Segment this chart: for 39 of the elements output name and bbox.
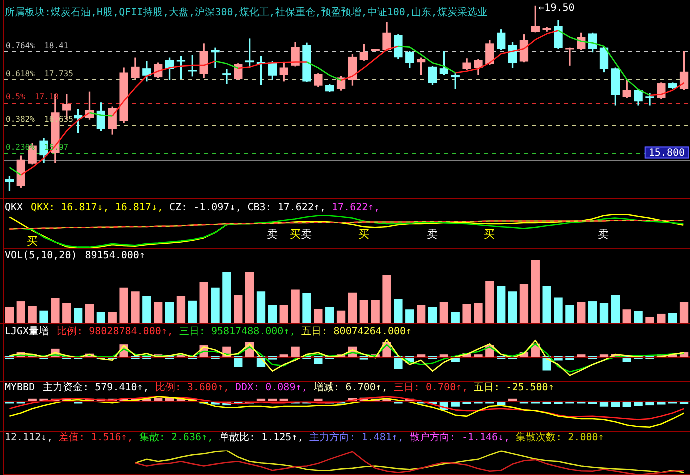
- ref-line-label: 15.800: [648, 148, 685, 159]
- text: DDX: 0.089↑,: [236, 382, 308, 394]
- text: 差值: 1.516↑,: [59, 432, 134, 444]
- ref-line-label: 0.764% 18.41: [6, 42, 69, 51]
- annotation: 买: [290, 228, 301, 241]
- chart-title: LJGX量增: [5, 326, 50, 338]
- annotation: 卖: [426, 228, 438, 241]
- text: 散户方向: -1.146↓,: [410, 432, 510, 444]
- text: QKX: 16.817↓,: [31, 202, 110, 214]
- text: 增减: 6.700↑,: [312, 382, 388, 394]
- annotation: 买: [358, 228, 370, 241]
- text: 17.622↑,: [332, 202, 380, 214]
- annotation: 买: [27, 234, 38, 248]
- annotation: 89154.000↑: [85, 250, 146, 262]
- text: 五日: 80074264.000↑: [302, 326, 412, 338]
- text: 单散比: 1.125↑,: [220, 432, 304, 444]
- chart-title: QKX: [5, 202, 24, 214]
- text: 12.112↓,: [5, 432, 54, 444]
- text: CB3: 17.622↑,: [248, 202, 326, 214]
- chart-title: MYBBD: [5, 382, 36, 394]
- text: 主力资金: 579.410↑,: [43, 382, 150, 394]
- text: 16.817↓,: [115, 202, 164, 214]
- text: 比例: 3.600↑,: [155, 382, 230, 394]
- ref-line-label: 0.618% 17.735: [6, 70, 74, 79]
- annotation: 卖: [301, 228, 312, 241]
- annotation: ←19.50: [538, 2, 575, 14]
- annotation: 卖: [598, 228, 610, 241]
- text: 五日: -25.500↑: [474, 382, 554, 394]
- text: 集散: 2.636↑,: [139, 432, 214, 444]
- annotation: 卖: [266, 228, 278, 241]
- annotation: 买: [484, 228, 495, 241]
- annotation: 所属板块:煤炭石油,H股,QFII持股,大盘,沪深300,煤化工,社保重仓,预盈预增,中证100,山东,煤炭采选业: [5, 6, 488, 19]
- text: 主力方向: 1.481↑,: [310, 432, 404, 444]
- text: 集散次数: 2.000↑: [516, 432, 604, 444]
- text: 比例: 98028784.000↑,: [57, 326, 174, 338]
- text: 三日: 0.700↑,: [394, 382, 468, 394]
- chart-title: VOL(5,10,20): [5, 250, 78, 262]
- text: CZ: -1.097↓,: [169, 202, 242, 214]
- text: 三日: 95817488.000↑,: [179, 326, 296, 338]
